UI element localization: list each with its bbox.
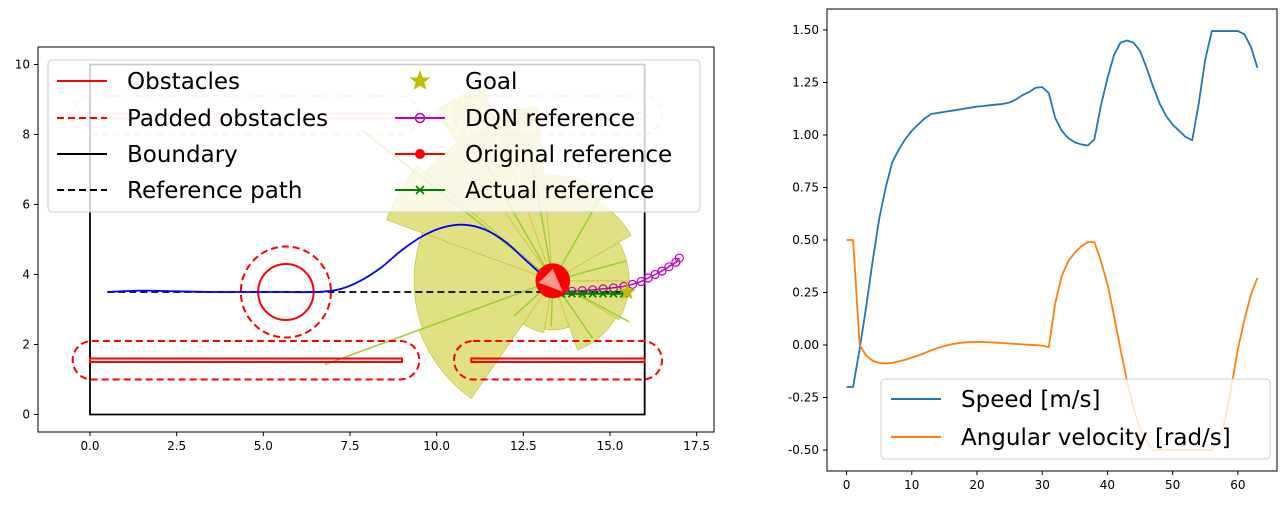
y-tick-label: 0.25 — [792, 286, 819, 300]
actual-reference-point — [609, 289, 618, 298]
map-y-ticks: 0 2 4 6 8 10 — [15, 58, 38, 422]
legend-label-0: Speed [m/s] — [961, 387, 1101, 413]
dqn-reference-point — [664, 262, 674, 272]
legend-label-7: Actual reference — [465, 178, 654, 204]
obstacle-bar-0 — [89, 357, 403, 363]
y-tick-label: 4 — [22, 268, 30, 282]
legend-handle-7 — [415, 185, 425, 195]
padded-obstacle-bar-1 — [453, 340, 663, 381]
legend-handle-4 — [409, 70, 431, 90]
trajectory — [107, 223, 549, 294]
map-plot: 0.0 2.5 5.0 7.5 10.0 12.5 15.0 17.5 0 2 4 6 8 10 Obs… — [15, 46, 715, 453]
x-tick-label: 50 — [1165, 478, 1180, 492]
x-tick-label: 15.0 — [597, 439, 624, 453]
y-tick-label: 0.00 — [792, 338, 819, 352]
x-tick-label: 17.5 — [683, 439, 710, 453]
map-x-ticks: 0.0 2.5 5.0 7.5 10.0 12.5 15.0 17.5 — [80, 432, 710, 453]
y-tick-label: 10 — [15, 58, 30, 72]
x-tick-label: 40 — [1100, 478, 1115, 492]
y-tick-label: -0.25 — [788, 391, 819, 405]
y-tick-label: 0 — [22, 408, 30, 422]
obstacle-bar-1 — [470, 357, 646, 363]
y-tick-label: 0.50 — [792, 233, 819, 247]
legend-label-1: Padded obstacles — [127, 106, 328, 132]
legend-box — [47, 59, 701, 213]
y-tick-label: 8 — [22, 128, 30, 142]
map-legend: Obstacles Padded obstacles Boundary Referen… — [47, 59, 701, 213]
x-tick-label: 20 — [969, 478, 984, 492]
x-tick-label: 7.5 — [340, 439, 359, 453]
actual-reference-point — [588, 289, 597, 298]
velocity-legend-entries: Speed [m/s] Angular velocity [rad/s] — [891, 387, 1231, 451]
x-tick-label: 2.5 — [167, 439, 186, 453]
y-tick-label: 6 — [22, 198, 30, 212]
x-tick-label: 0 — [843, 478, 851, 492]
series-line-0 — [846, 30, 1259, 388]
dqn-reference-point — [674, 253, 684, 263]
robot-heading — [538, 268, 563, 292]
y-tick-label: -0.50 — [788, 443, 819, 457]
y-tick-label: 1.00 — [792, 128, 819, 142]
trajectory-line — [107, 223, 549, 294]
legend-label-0: Obstacles — [127, 69, 240, 95]
goal-marker — [618, 283, 636, 300]
goal-star — [618, 283, 636, 300]
velocity-plot: 0 10 20 30 40 50 60 -0.50 -0.25 0.00 0.25 0.50 0.75… — [788, 8, 1278, 492]
obstacles — [89, 263, 646, 363]
y-tick-label: 0.75 — [792, 181, 819, 195]
sensor-ray-3 — [324, 280, 554, 366]
dqn-reference-point — [627, 279, 638, 289]
velocity-legend-box — [880, 378, 1271, 460]
y-tick-label: 1.50 — [792, 23, 819, 37]
y-tick-label: 1.25 — [792, 76, 819, 90]
x-tick-label: 10.0 — [423, 439, 450, 453]
velocity-legend: Speed [m/s] Angular velocity [rad/s] — [880, 378, 1271, 460]
legend-label-1: Angular velocity [rad/s] — [961, 425, 1231, 451]
x-tick-label: 30 — [1035, 478, 1050, 492]
x-tick-label: 0.0 — [80, 439, 99, 453]
legend-label-6: Original reference — [465, 142, 672, 168]
velocity-y-ticks: -0.50 -0.25 0.00 0.25 0.50 0.75 1.00 1.25 1.50 — [788, 23, 827, 457]
x-tick-label: 10 — [904, 478, 919, 492]
padded-obstacle-bar-0 — [71, 340, 421, 381]
legend-label-5: DQN reference — [465, 106, 635, 132]
robot — [535, 263, 571, 299]
x-tick-label: 60 — [1230, 478, 1245, 492]
y-tick-label: 2 — [22, 338, 30, 352]
actual-reference-point — [578, 289, 587, 298]
dqn-reference-point — [608, 283, 619, 293]
legend-label-3: Reference path — [127, 178, 302, 204]
dqn-reference-point — [567, 286, 577, 296]
legend-entries: Obstacles Padded obstacles Boundary Referen… — [57, 69, 672, 204]
x-tick-label: 5.0 — [254, 439, 273, 453]
x-tick-label: 12.5 — [510, 439, 537, 453]
actual-reference-point — [567, 289, 576, 298]
dqn-reference-point — [657, 266, 667, 276]
legend-label-2: Boundary — [127, 142, 238, 168]
actual-reference-point — [599, 289, 608, 298]
legend-handle-6 — [415, 149, 425, 159]
velocity-x-ticks: 0 10 20 30 40 50 60 — [843, 471, 1246, 492]
map-plot-frame — [37, 46, 715, 433]
legend-label-4: Goal — [465, 69, 517, 95]
legend-handle-5 — [414, 112, 426, 124]
